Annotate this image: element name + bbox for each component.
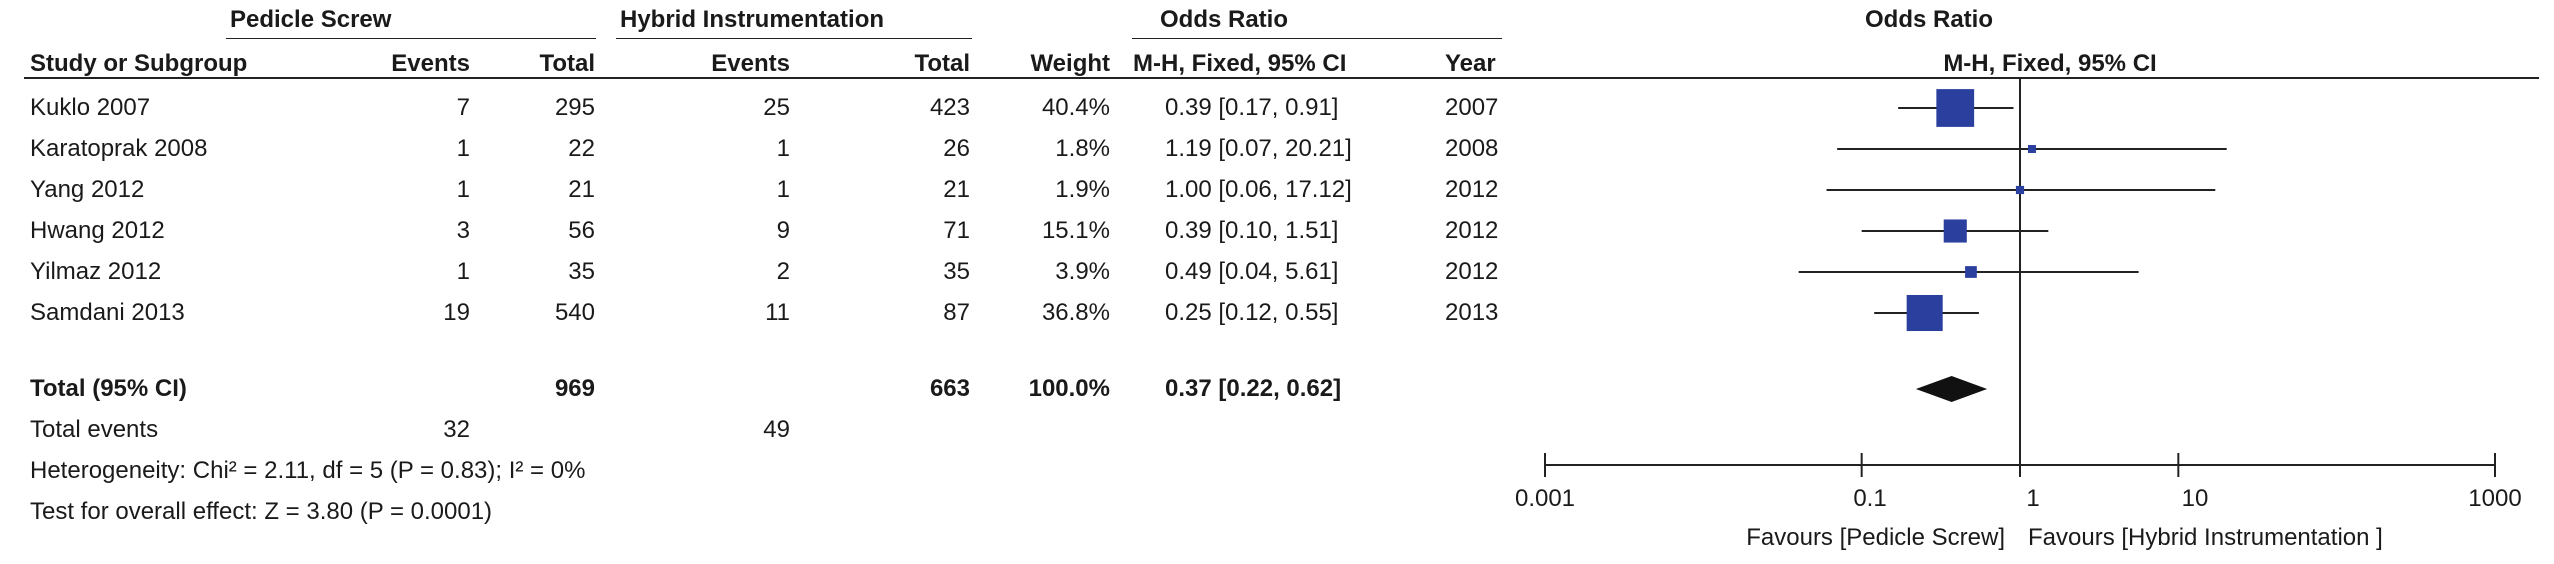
or-header-line bbox=[1132, 38, 1502, 39]
total1: 295 bbox=[554, 94, 595, 121]
events2: 11 bbox=[765, 299, 790, 326]
header-rule bbox=[24, 77, 2539, 79]
tick-label: 10 bbox=[2181, 485, 2209, 512]
total1: 540 bbox=[554, 299, 595, 326]
method-header: M-H, Fixed, 95% CI bbox=[1133, 50, 1347, 77]
total2-header: Total bbox=[914, 50, 970, 77]
weight: 40.4% bbox=[1041, 94, 1110, 121]
total2: 71 bbox=[943, 217, 970, 244]
total1-header: Total bbox=[539, 50, 595, 77]
study-square bbox=[1943, 219, 1967, 243]
events2: 2 bbox=[776, 258, 790, 285]
weight: 3.9% bbox=[1055, 258, 1110, 285]
total2: 87 bbox=[943, 299, 970, 326]
year: 2012 bbox=[1445, 217, 1499, 244]
heterogeneity-text: Heterogeneity: Chi² = 2.11, df = 5 (P = … bbox=[30, 457, 586, 484]
group2-header-line bbox=[616, 38, 972, 39]
total2-sum: 663 bbox=[929, 375, 970, 402]
total2: 26 bbox=[943, 135, 970, 162]
group1-header-line bbox=[226, 38, 596, 39]
study-header: Study or Subgroup bbox=[30, 50, 248, 77]
group1-header: Pedicle Screw bbox=[230, 6, 392, 33]
plot-title: Odds Ratio bbox=[1865, 6, 1994, 33]
study-name: Yang 2012 bbox=[30, 176, 145, 203]
study-square bbox=[1965, 266, 1977, 278]
total1: 21 bbox=[568, 176, 595, 203]
study-square bbox=[2015, 185, 2025, 195]
events1: 7 bbox=[456, 94, 470, 121]
events1: 1 bbox=[456, 135, 470, 162]
year: 2013 bbox=[1445, 299, 1499, 326]
events2: 9 bbox=[776, 217, 790, 244]
group2-header: Hybrid Instrumentation bbox=[620, 6, 885, 33]
year: 2007 bbox=[1445, 94, 1499, 121]
total1: 22 bbox=[568, 135, 595, 162]
total2: 35 bbox=[943, 258, 970, 285]
total1: 35 bbox=[568, 258, 595, 285]
total1: 56 bbox=[568, 217, 595, 244]
weight-header: Weight bbox=[1030, 50, 1110, 77]
weight: 15.1% bbox=[1041, 217, 1110, 244]
events1-header: Events bbox=[391, 50, 470, 77]
ci-text: 0.49 [0.04, 5.61] bbox=[1165, 258, 1339, 285]
study-name: Yilmaz 2012 bbox=[30, 258, 162, 285]
study-name: Hwang 2012 bbox=[30, 217, 165, 244]
total-events1: 32 bbox=[443, 416, 470, 443]
ci-text: 1.00 [0.06, 17.12] bbox=[1165, 176, 1352, 203]
total2: 423 bbox=[929, 94, 970, 121]
tick-label: 0.1 bbox=[1853, 485, 1887, 512]
tick-label: 1 bbox=[2026, 485, 2040, 512]
total-events2: 49 bbox=[763, 416, 790, 443]
ci-text: 0.25 [0.12, 0.55] bbox=[1165, 299, 1339, 326]
odds-ratio-header: Odds Ratio bbox=[1160, 6, 1289, 33]
year: 2008 bbox=[1445, 135, 1499, 162]
total-weight: 100.0% bbox=[1028, 375, 1110, 402]
events2: 1 bbox=[776, 176, 790, 203]
plot-method-header: M-H, Fixed, 95% CI bbox=[1943, 50, 2157, 77]
ci-text: 0.39 [0.17, 0.91] bbox=[1165, 94, 1339, 121]
study-name: Karatoprak 2008 bbox=[30, 135, 208, 162]
ci-text: 1.19 [0.07, 20.21] bbox=[1165, 135, 1352, 162]
pooled-diamond bbox=[1915, 376, 1988, 402]
study-square bbox=[1906, 294, 1943, 332]
total-ci: 0.37 [0.22, 0.62] bbox=[1165, 375, 1342, 402]
study-square bbox=[1936, 89, 1975, 127]
events1: 1 bbox=[456, 258, 470, 285]
total-label: Total (95% CI) bbox=[30, 375, 187, 402]
total-events-label: Total events bbox=[30, 416, 159, 443]
events1: 3 bbox=[456, 217, 470, 244]
weight: 36.8% bbox=[1041, 299, 1110, 326]
total2: 21 bbox=[943, 176, 970, 203]
year: 2012 bbox=[1445, 258, 1499, 285]
total1-sum: 969 bbox=[554, 375, 595, 402]
study-name: Kuklo 2007 bbox=[30, 94, 151, 121]
events2: 1 bbox=[776, 135, 790, 162]
weight: 1.8% bbox=[1055, 135, 1110, 162]
events2-header: Events bbox=[711, 50, 790, 77]
tick-label: 1000 bbox=[2468, 485, 2522, 512]
events1: 1 bbox=[456, 176, 470, 203]
study-square bbox=[2027, 145, 2036, 153]
year: 2012 bbox=[1445, 176, 1499, 203]
study-name: Samdani 2013 bbox=[30, 299, 185, 326]
tick-label: 0.001 bbox=[1514, 485, 1576, 512]
year-header: Year bbox=[1445, 50, 1496, 77]
favours-left-label: Favours [Pedicle Screw] bbox=[1746, 524, 2005, 551]
favours-right-label: Favours [Hybrid Instrumentation ] bbox=[2028, 524, 2383, 551]
weight: 1.9% bbox=[1055, 176, 1110, 203]
events2: 25 bbox=[763, 94, 790, 121]
overall-effect-text: Test for overall effect: Z = 3.80 (P = 0… bbox=[30, 498, 493, 525]
events1: 19 bbox=[443, 299, 470, 326]
ci-text: 0.39 [0.10, 1.51] bbox=[1165, 217, 1339, 244]
